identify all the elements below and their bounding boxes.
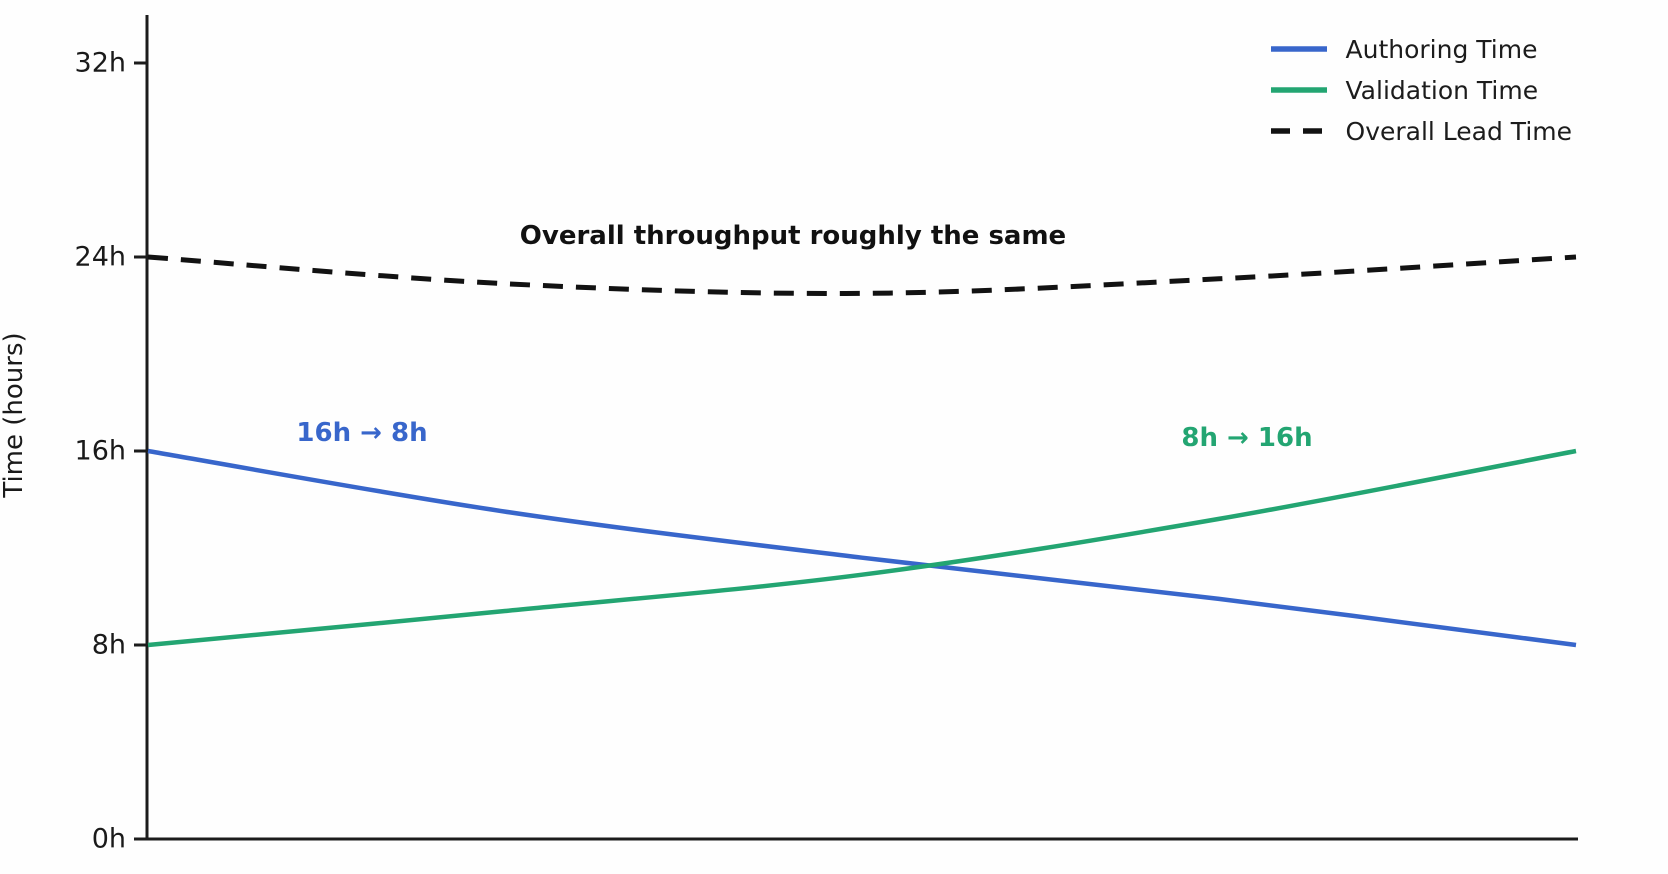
y-tick-label: 24h (74, 241, 126, 273)
annotation-overall-throughput: Overall throughput roughly the same (519, 221, 1067, 251)
legend-line-swatch-validation (1270, 87, 1327, 93)
validation-time-line (147, 448, 1577, 648)
legend-item-overall-lead-time: Overall Lead Time (1270, 115, 1572, 147)
y-tick-label: 32h (74, 47, 126, 79)
legend-label-authoring-time: Authoring Time (1345, 34, 1538, 64)
legend-item-authoring-time: Authoring Time (1270, 33, 1572, 65)
legend-label-overall-lead-time: Overall Lead Time (1345, 116, 1572, 146)
annotation-authoring-change: 16h → 8h (296, 418, 428, 448)
legend-item-validation-time: Validation Time (1270, 74, 1572, 106)
legend-line-swatch-overall-lead (1270, 128, 1327, 134)
legend: Authoring Time Validation Time Overall L… (1270, 33, 1572, 147)
authoring-time-line (147, 448, 1577, 648)
y-tick-label: 0h (91, 823, 126, 855)
legend-line-swatch-authoring (1270, 46, 1327, 52)
y-tick-label: 8h (91, 629, 126, 661)
legend-label-validation-time: Validation Time (1345, 75, 1539, 105)
y-axis-title: Time (hours) (0, 332, 29, 498)
overall-lead-time-line (147, 254, 1577, 296)
annotation-validation-change: 8h → 16h (1181, 423, 1313, 453)
y-tick-label: 16h (74, 435, 126, 467)
